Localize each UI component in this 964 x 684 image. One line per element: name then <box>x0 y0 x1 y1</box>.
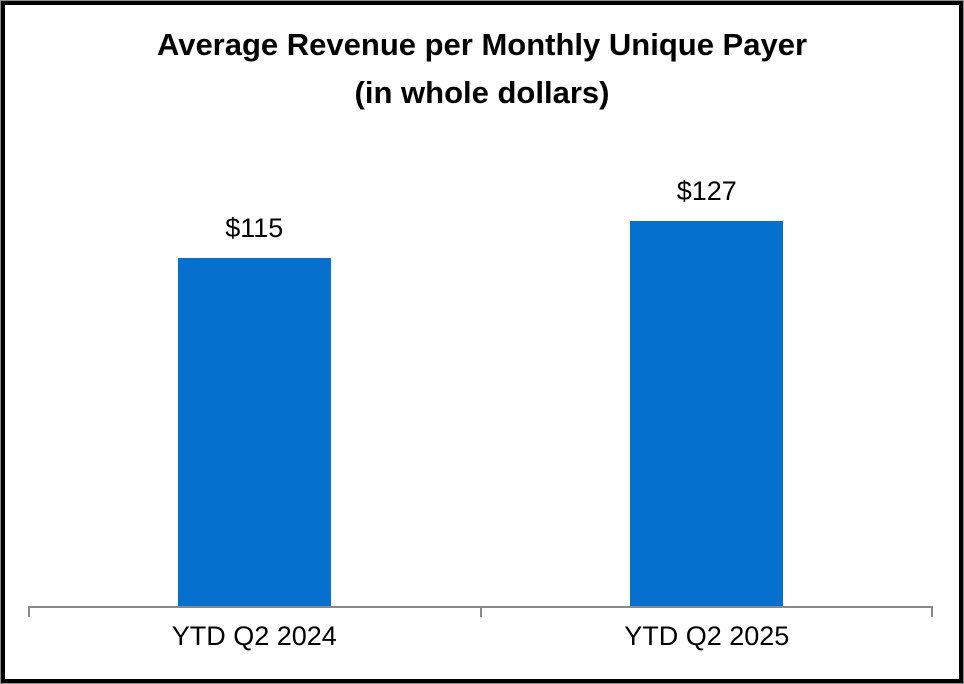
plot-area: $115 YTD Q2 2024 $127 YTD Q2 2025 <box>5 5 959 679</box>
bar-value-label: $115 <box>225 212 284 243</box>
chart-subtitle: (in whole dollars) <box>354 75 610 110</box>
chart-title: Average Revenue per Monthly Unique Payer <box>156 27 808 62</box>
bar-ytd-q2-2025 <box>630 221 784 606</box>
bar-value-label: $127 <box>676 176 737 207</box>
x-axis-tick <box>480 606 482 617</box>
chart-title-block: Average Revenue per Monthly Unique Payer… <box>5 21 959 117</box>
category-label: YTD Q2 2025 <box>624 621 790 651</box>
x-axis-tick <box>931 606 933 617</box>
bar-ytd-q2-2024 <box>177 257 331 606</box>
category-label: YTD Q2 2024 <box>171 621 337 651</box>
x-axis-tick <box>28 606 30 617</box>
